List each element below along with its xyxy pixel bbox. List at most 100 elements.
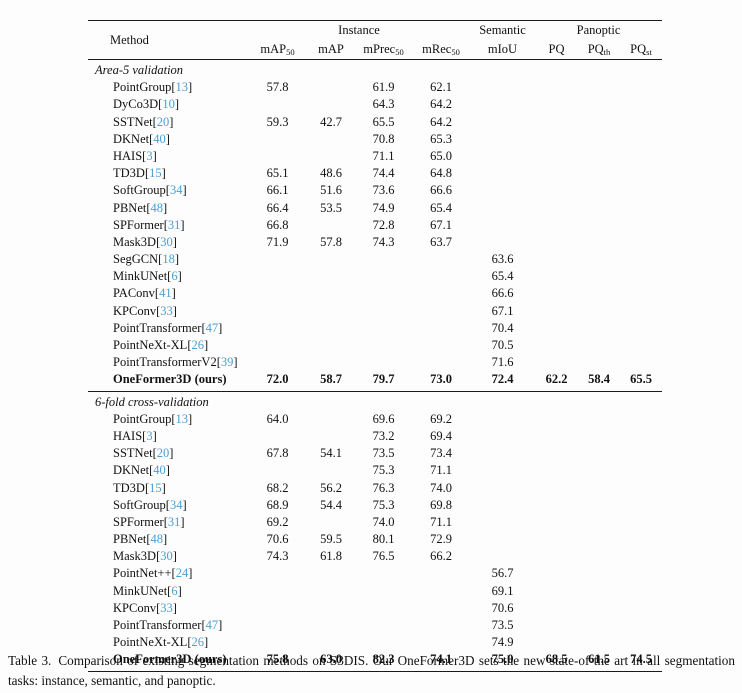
citation-link[interactable]: 3 <box>146 148 153 163</box>
citation-link[interactable]: 30 <box>160 234 173 249</box>
citation-link[interactable]: 15 <box>149 166 162 181</box>
citation-link[interactable]: 24 <box>175 566 189 581</box>
table-row: PointNeXt-XL[26] 74.9 <box>88 634 662 651</box>
method-name: PointGroup[13] <box>113 80 193 95</box>
metric-value: 64.3 <box>372 97 395 112</box>
metric-value <box>620 445 662 462</box>
metric-value <box>535 600 578 617</box>
table-section: Area-5 validation PointGroup[13] 57.8 61.9 6… <box>88 60 662 391</box>
citation-link[interactable]: 33 <box>160 600 173 615</box>
metric-value <box>412 268 470 285</box>
table-row: PBNet[48] 70.6 59.5 80.1 72.9 <box>88 531 662 548</box>
metric-value <box>578 514 620 531</box>
metric-value <box>470 497 535 514</box>
metric-value <box>307 514 355 531</box>
method-name: PointTransformerV2[39] <box>113 355 238 370</box>
table-row: SSTNet[20] 59.3 42.7 65.5 64.2 <box>88 114 662 131</box>
citation-link[interactable]: 34 <box>169 183 183 198</box>
metric-value <box>535 531 578 548</box>
citation-link[interactable]: 41 <box>159 286 172 301</box>
metric-value: 65.4 <box>491 269 514 284</box>
metric-value: 56.2 <box>320 480 342 495</box>
metric-value <box>535 268 578 285</box>
citation-link[interactable]: 40 <box>153 463 166 478</box>
metric-value <box>470 96 535 113</box>
citation-link[interactable]: 34 <box>169 497 183 512</box>
metric-value <box>620 303 662 320</box>
metric-value: 61.5 <box>588 652 610 667</box>
metric-value: 73.5 <box>372 446 395 461</box>
metric-value <box>248 268 307 285</box>
citation-link[interactable]: 10 <box>162 97 175 112</box>
column-header-map: mAP <box>318 42 344 56</box>
citation-link[interactable]: 31 <box>167 217 181 232</box>
metric-value <box>307 583 355 600</box>
citation-link[interactable]: 40 <box>153 131 166 146</box>
citation-link[interactable]: 26 <box>191 338 204 352</box>
metric-value: 64.2 <box>430 114 452 129</box>
metric-value <box>470 411 535 428</box>
method-name: MinkUNet[6] <box>113 269 182 284</box>
metric-value <box>307 251 355 268</box>
method-name: DKNet[40] <box>113 463 170 478</box>
metric-value <box>535 480 578 497</box>
citation-link[interactable]: 33 <box>160 303 173 318</box>
citation-link[interactable]: 30 <box>160 549 173 564</box>
metric-value: 65.1 <box>266 166 289 181</box>
metric-value: 74.9 <box>491 635 514 650</box>
metric-value <box>578 548 620 565</box>
metric-value <box>470 234 535 251</box>
metric-value: 68.5 <box>545 652 568 667</box>
citation-link[interactable]: 31 <box>167 514 181 529</box>
metric-value <box>307 285 355 302</box>
metric-value: 71.1 <box>372 148 395 163</box>
method-name: HAIS[3] <box>113 148 157 163</box>
citation-link[interactable]: 3 <box>146 428 153 443</box>
metric-value <box>578 217 620 234</box>
citation-link[interactable]: 6 <box>171 269 178 284</box>
citation-link[interactable]: 13 <box>175 411 189 426</box>
metric-value <box>620 234 662 251</box>
table-section: 6-fold cross-validation PointGroup[13] 64.… <box>88 390 662 671</box>
metric-value: 68.9 <box>266 497 289 512</box>
metric-value <box>620 411 662 428</box>
citation-link[interactable]: 39 <box>220 355 234 370</box>
citation-link[interactable]: 48 <box>150 200 164 215</box>
metric-value <box>307 303 355 320</box>
metric-value <box>535 411 578 428</box>
citation-link[interactable]: 6 <box>171 583 178 598</box>
metric-value: 73.4 <box>430 446 452 461</box>
table-row: KPConv[33] 70.6 <box>88 600 662 617</box>
citation-link[interactable]: 26 <box>191 635 204 650</box>
citation-link[interactable]: 47 <box>205 320 219 335</box>
citation-link[interactable]: 20 <box>156 114 170 129</box>
metric-value: 72.9 <box>430 532 452 547</box>
metric-value <box>620 320 662 337</box>
citation-link[interactable]: 18 <box>162 252 175 267</box>
metric-value <box>535 354 578 371</box>
metric-value: 73.0 <box>430 372 452 387</box>
metric-value: 42.7 <box>320 114 342 129</box>
metric-value: 62.1 <box>430 80 452 95</box>
citation-link[interactable]: 15 <box>149 480 162 495</box>
method-name: PointTransformer[47] <box>113 320 223 335</box>
citation-link[interactable]: 47 <box>205 618 219 632</box>
metric-value <box>578 600 620 617</box>
metric-value: 69.2 <box>266 514 289 529</box>
metric-value: 76.3 <box>372 480 395 495</box>
metric-value <box>535 96 578 113</box>
metric-value <box>578 79 620 96</box>
metric-value <box>535 303 578 320</box>
column-header-map50: mAP50 <box>260 42 295 57</box>
metric-value: 63.6 <box>491 252 514 267</box>
column-header-pqst: PQst <box>630 42 652 57</box>
citation-link[interactable]: 13 <box>175 80 189 95</box>
metric-value <box>535 200 578 217</box>
metric-value <box>470 200 535 217</box>
metric-value <box>307 354 355 371</box>
metric-value <box>355 565 412 582</box>
metric-value: 75.0 <box>491 652 514 667</box>
citation-link[interactable]: 48 <box>150 532 164 547</box>
citation-link[interactable]: 20 <box>156 446 170 461</box>
metric-value <box>578 200 620 217</box>
